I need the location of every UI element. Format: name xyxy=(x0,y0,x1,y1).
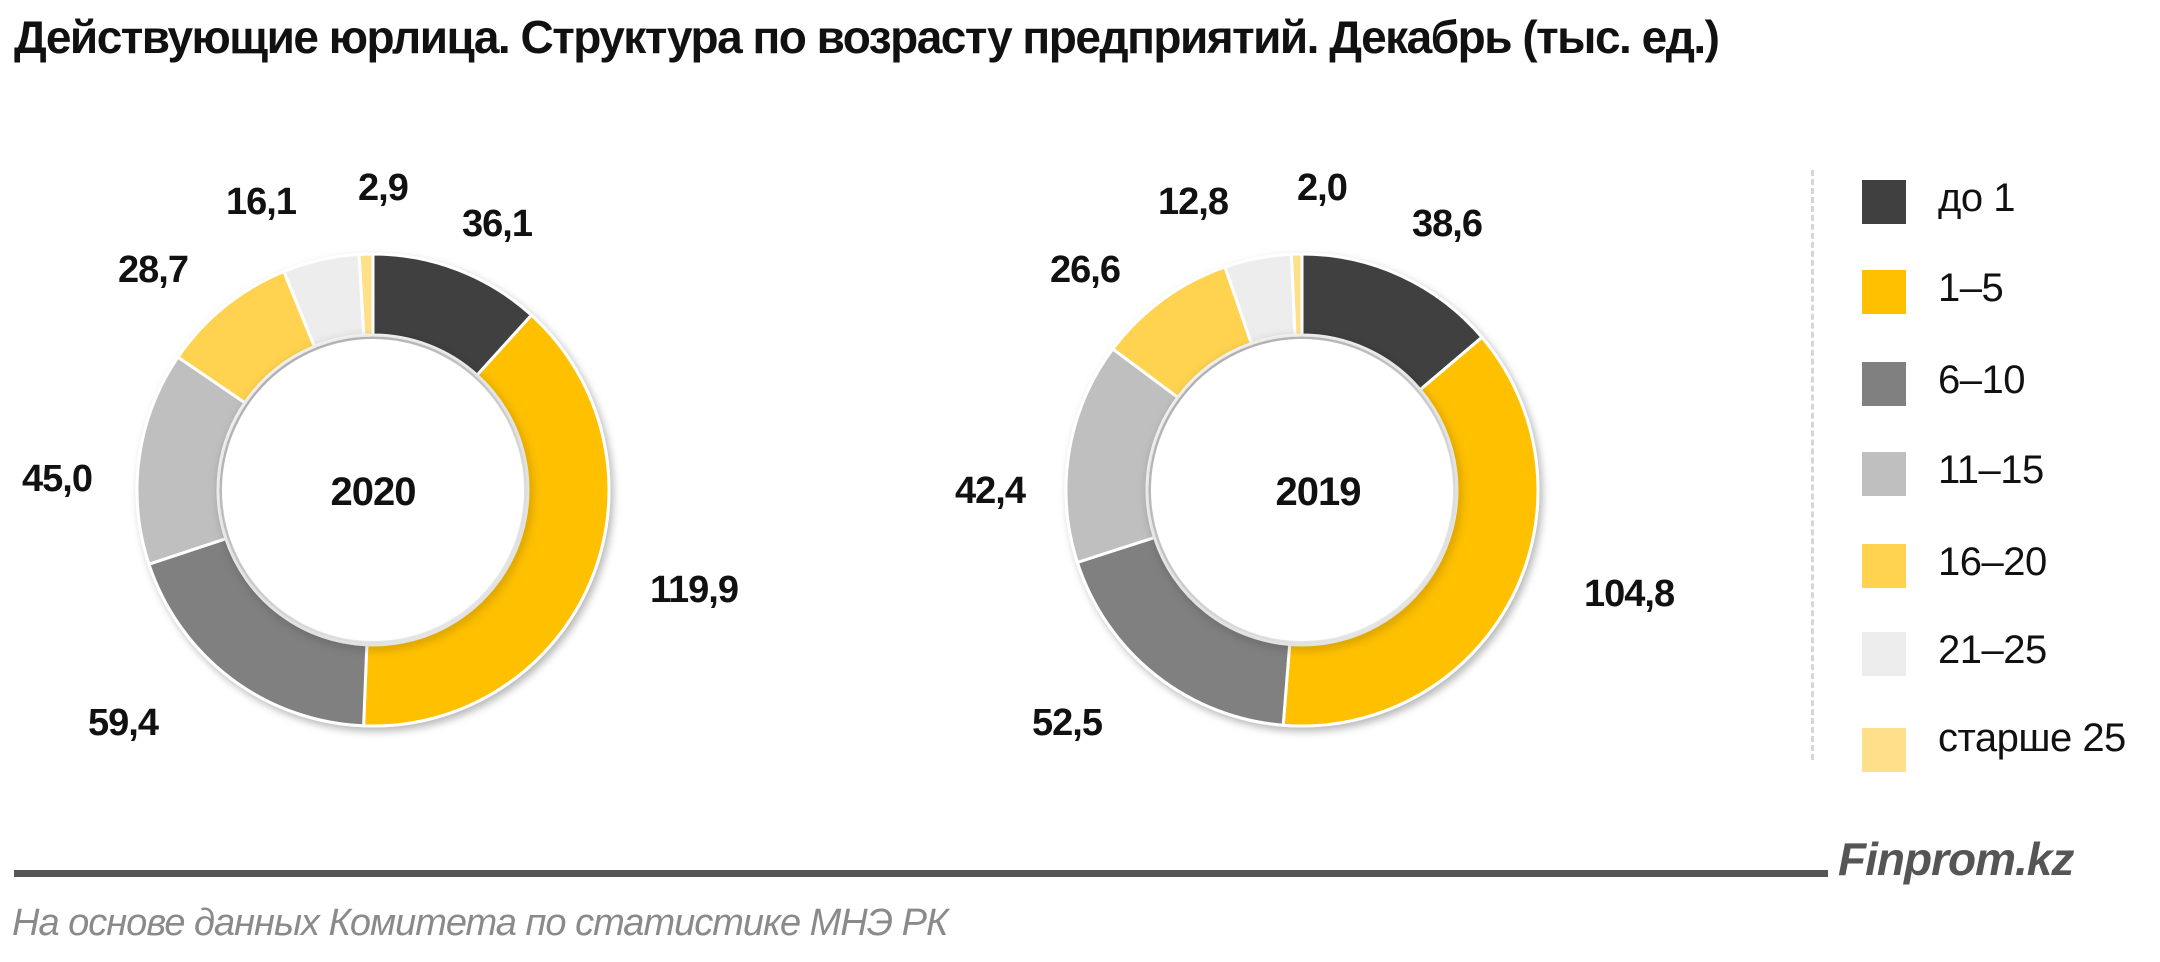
center-label-2020: 2020 xyxy=(331,470,416,514)
legend-item-over25: старше 25 xyxy=(1862,716,2160,772)
label-2019-16-20: 26,6 xyxy=(1050,249,1120,291)
brand-logo: Finprom.kz xyxy=(1838,833,2074,885)
legend-swatch xyxy=(1862,728,1906,772)
label-2020-over25: 2,9 xyxy=(358,167,408,209)
label-2019-over25: 2,0 xyxy=(1297,167,1347,209)
donut-segment xyxy=(1289,252,1304,337)
legend-label: 1–5 xyxy=(1938,266,2004,310)
label-2020-21-25: 16,1 xyxy=(226,181,297,223)
footer-rule xyxy=(14,870,1828,877)
label-2019-6-10: 52,5 xyxy=(1032,702,1103,744)
label-2020-11-15: 45,0 xyxy=(22,458,92,500)
legend-label: 11–15 xyxy=(1938,448,2044,492)
legend-item-11-15: 11–15 xyxy=(1862,448,2160,498)
legend-item-21-25: 21–25 xyxy=(1862,628,2160,678)
legend-divider xyxy=(1811,170,1814,760)
donut-2020 xyxy=(135,252,611,728)
legend-label: 21–25 xyxy=(1938,628,2047,672)
legend-item-6-10: 6–10 xyxy=(1862,358,2160,408)
donut-segment xyxy=(357,252,375,337)
legend-swatch xyxy=(1862,544,1906,588)
label-2020-16-20: 28,7 xyxy=(118,249,188,291)
legend-item-do1: до 1 xyxy=(1862,176,2160,226)
legend-label: старше 25 xyxy=(1938,716,2126,760)
legend-swatch xyxy=(1862,362,1906,406)
legend-label: 6–10 xyxy=(1938,358,2025,402)
legend-swatch xyxy=(1862,270,1906,314)
donut-2019 xyxy=(1064,252,1540,728)
label-2019-do1: 38,6 xyxy=(1412,203,1482,245)
center-label-2019: 2019 xyxy=(1276,470,1361,514)
chart-title: Действующие юрлица. Структура по возраст… xyxy=(14,11,1720,63)
label-2019-1-5: 104,8 xyxy=(1584,573,1674,615)
label-2020-do1: 36,1 xyxy=(462,203,533,245)
legend-label: до 1 xyxy=(1938,176,2015,220)
legend-swatch xyxy=(1862,452,1906,496)
legend-item-16-20: 16–20 xyxy=(1862,540,2160,590)
legend-label: 16–20 xyxy=(1938,540,2047,584)
label-2019-21-25: 12,8 xyxy=(1158,181,1228,223)
legend-swatch xyxy=(1862,632,1906,676)
label-2019-11-15: 42,4 xyxy=(955,470,1026,512)
label-2020-1-5: 119,9 xyxy=(650,569,738,611)
legend-item-1-5: 1–5 xyxy=(1862,266,2160,316)
legend-swatch xyxy=(1862,180,1906,224)
label-2020-6-10: 59,4 xyxy=(88,702,159,744)
source-note: На основе данных Комитета по статистике … xyxy=(12,902,948,944)
